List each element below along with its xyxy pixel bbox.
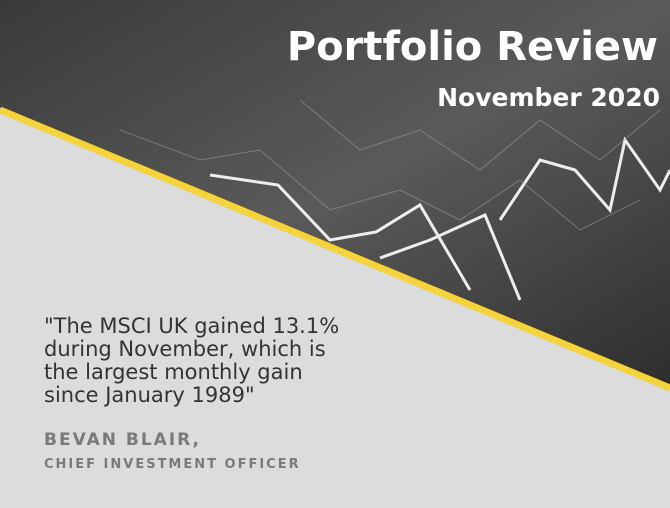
title: Portfolio Review [287,24,658,70]
author-name: BEVAN BLAIR, [44,430,201,450]
subtitle: November 2020 [437,83,660,112]
header-image [0,0,670,386]
quote-line: "The MSCI UK gained 13.1% [44,314,339,338]
decorative-chart [209,136,670,301]
decorative-lines [119,99,661,231]
author-role: CHIEF INVESTMENT OFFICER [44,457,301,472]
quote-line: during November, which is [44,337,326,361]
accent-line [0,106,670,392]
quote-line: since January 1989" [44,383,255,407]
quote-line: the largest monthly gain [44,360,303,384]
quote: "The MSCI UK gained 13.1% during Novembe… [44,314,339,407]
